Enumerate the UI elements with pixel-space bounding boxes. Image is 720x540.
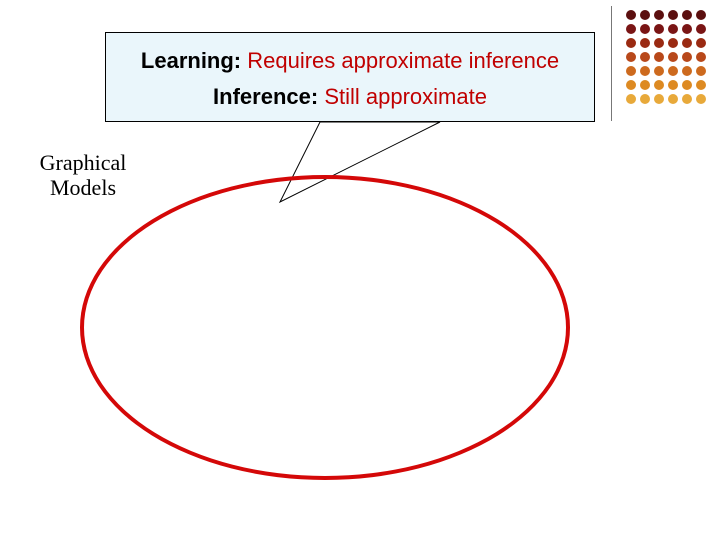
- decoration-dot: [668, 24, 678, 34]
- decoration-dot: [654, 24, 664, 34]
- decoration-dot: [626, 52, 636, 62]
- decoration-dot: [682, 66, 692, 76]
- callout-line-2: Inference: Still approximate: [106, 83, 594, 111]
- callout-line-2-prefix: Inference:: [213, 84, 318, 109]
- decoration-dot: [626, 66, 636, 76]
- decoration-dot: [682, 10, 692, 20]
- decoration-dot: [682, 94, 692, 104]
- callout-line-1-prefix: Learning:: [141, 48, 241, 73]
- decoration-dot: [696, 80, 706, 90]
- decoration-dot: [640, 94, 650, 104]
- decoration-dot: [668, 66, 678, 76]
- decoration-dot: [682, 52, 692, 62]
- decoration-dot: [640, 66, 650, 76]
- decoration-dot: [696, 66, 706, 76]
- callout-line-2-rest: Still approximate: [318, 84, 487, 109]
- decoration-dot: [640, 38, 650, 48]
- ellipse-label-line-1: Graphical: [40, 150, 127, 175]
- decoration-dot: [654, 94, 664, 104]
- main-ellipse: [80, 175, 570, 480]
- callout-box: Learning: Requires approximate inference…: [105, 32, 595, 122]
- callout-line-1: Learning: Requires approximate inference: [106, 47, 594, 75]
- decoration-dot: [696, 10, 706, 20]
- decoration-dot: [682, 38, 692, 48]
- callout-line-1-rest: Requires approximate inference: [241, 48, 559, 73]
- decoration-dot: [626, 10, 636, 20]
- decoration-dot: [696, 52, 706, 62]
- decoration-dot: [654, 80, 664, 90]
- decoration-dot: [696, 38, 706, 48]
- ellipse-label-line-2: Models: [50, 175, 116, 200]
- decoration-dot: [654, 10, 664, 20]
- decoration-dot: [626, 94, 636, 104]
- decoration-dot: [626, 38, 636, 48]
- decoration-dot: [668, 10, 678, 20]
- decoration-dot-grid: [626, 10, 708, 106]
- decoration-dot: [626, 80, 636, 90]
- decoration-dot: [640, 10, 650, 20]
- decoration-dot: [668, 94, 678, 104]
- ellipse-label: Graphical Models: [28, 150, 138, 201]
- decoration-dot: [682, 80, 692, 90]
- decoration-dot: [654, 38, 664, 48]
- decoration-dot: [668, 38, 678, 48]
- slide: { "dotgrid": { "rows": 7, "cols": 6, "pa…: [0, 0, 720, 540]
- decoration-dot: [668, 80, 678, 90]
- decoration-dot: [640, 52, 650, 62]
- decoration-dot: [626, 24, 636, 34]
- decoration-dot: [682, 24, 692, 34]
- decoration-dot: [696, 94, 706, 104]
- divider-vertical: [611, 6, 612, 121]
- decoration-dot: [640, 24, 650, 34]
- decoration-dot: [654, 66, 664, 76]
- decoration-dot: [640, 80, 650, 90]
- decoration-dot: [668, 52, 678, 62]
- decoration-dot: [696, 24, 706, 34]
- decoration-dot: [654, 52, 664, 62]
